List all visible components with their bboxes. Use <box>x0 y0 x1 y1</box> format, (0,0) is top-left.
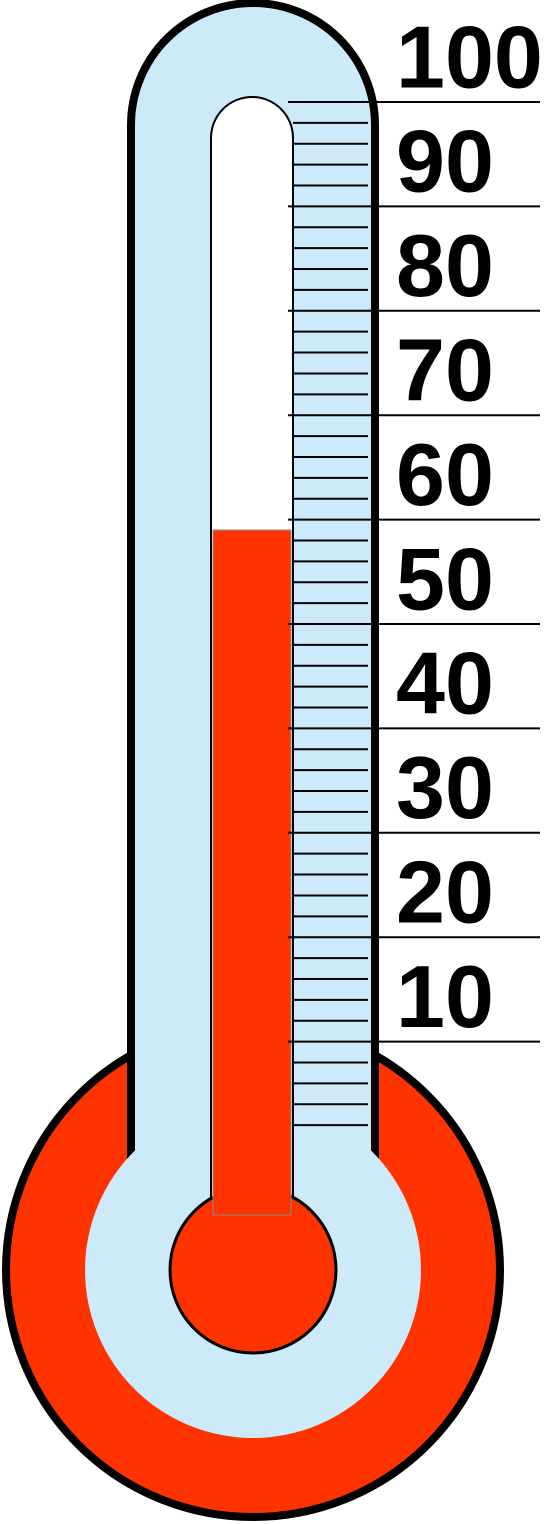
tick-label: 50 <box>396 529 494 628</box>
tick-label: 100 <box>396 7 543 106</box>
tick-label: 80 <box>396 216 494 315</box>
tick-label: 10 <box>396 947 494 1046</box>
tick-label: 40 <box>396 634 494 733</box>
tick-label: 70 <box>396 320 494 419</box>
tick-label: 30 <box>396 738 494 837</box>
tick-label: 20 <box>396 842 494 941</box>
tick-label: 60 <box>396 425 494 524</box>
tick-label: 90 <box>396 112 494 211</box>
mercury <box>212 529 292 1216</box>
